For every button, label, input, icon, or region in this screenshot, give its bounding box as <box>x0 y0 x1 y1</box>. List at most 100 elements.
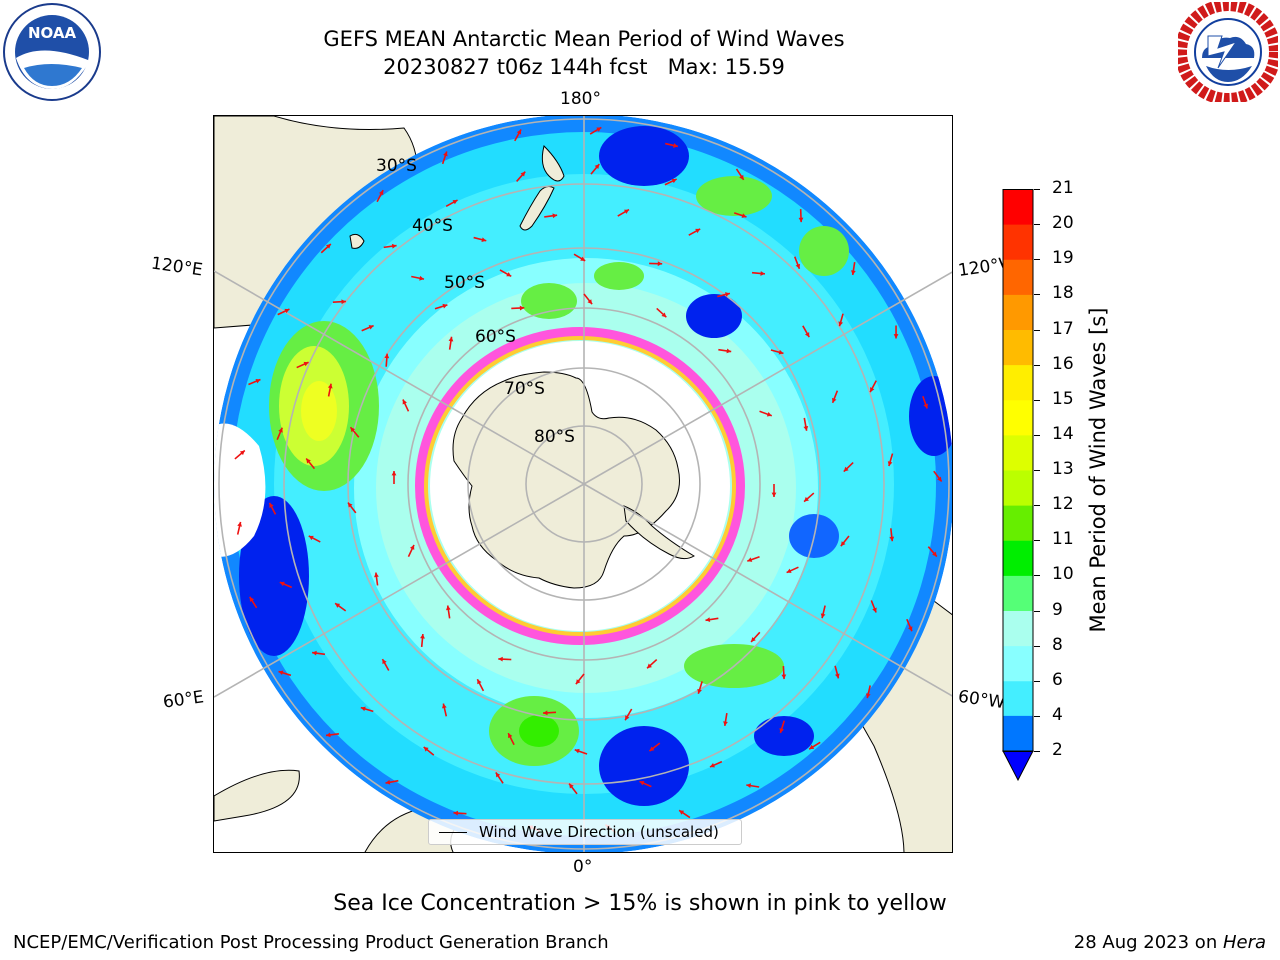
colorbar-tick-label: 17 <box>1052 318 1074 339</box>
lat-label-70s: 70°S <box>504 379 545 399</box>
lat-label-60s: 60°S <box>475 327 516 347</box>
colorbar-segment <box>1003 364 1033 401</box>
colorbar-segment <box>1003 189 1033 225</box>
wave-arrow-head <box>751 637 756 642</box>
wave-arrow-head <box>907 626 913 632</box>
colorbar-frame <box>1002 189 1034 752</box>
colorbar-tick-label: 12 <box>1052 494 1074 515</box>
footer-machine: Hera <box>1222 932 1266 953</box>
wave-arrow-head <box>779 728 785 734</box>
footer-date-text: 28 Aug 2023 on <box>1073 932 1223 953</box>
wave-arrow-head <box>803 425 809 431</box>
wave-arrow-head <box>760 271 765 276</box>
wave-arrow-head <box>360 706 366 712</box>
lat-label-80s: 80°S <box>534 427 575 447</box>
colorbar-segment <box>1003 505 1033 541</box>
colorbar-tick-label: 21 <box>1052 178 1074 198</box>
footer-branch: NCEP/EMC/Verification Post Processing Pr… <box>13 932 609 953</box>
wave-arrow-head <box>937 476 942 482</box>
colorbar-segment <box>1003 575 1033 611</box>
wave-arrow-head <box>639 780 645 786</box>
colorbar-segment <box>1003 715 1033 751</box>
meridians <box>214 116 952 852</box>
colorbar-scale <box>1002 189 1034 782</box>
colorbar-tick-label: 18 <box>1052 283 1074 304</box>
colorbar-segment <box>1003 294 1033 330</box>
wave-arrow-head <box>279 581 285 587</box>
colorbar-tick-mark <box>1034 224 1040 226</box>
colorbar-tick-label: 4 <box>1052 704 1063 725</box>
colorbar <box>1002 189 1034 782</box>
wave-arrow-head <box>838 321 844 327</box>
wave-arrow-head <box>402 399 407 405</box>
wave-arrow-head <box>312 650 317 656</box>
wave-arrow-head <box>347 502 353 508</box>
wave-arrow-head <box>374 572 379 578</box>
wave-arrow-head <box>575 679 581 685</box>
wave-arrow-head <box>870 387 875 393</box>
colorbar-tick-label: 16 <box>1052 353 1074 374</box>
wave-arrow-head <box>335 603 341 608</box>
noaa-logo: NOAA <box>2 2 102 102</box>
wave-arrow-head <box>453 810 459 816</box>
lat-label-50s: 50°S <box>444 273 485 293</box>
lat-label-30s: 30°S <box>376 156 417 176</box>
wave-arrow-head <box>695 228 701 234</box>
colorbar-tick-label: 15 <box>1052 388 1074 409</box>
wave-arrow-head <box>596 127 602 132</box>
wave-arrow-head <box>382 659 387 665</box>
colorbar-segment <box>1003 224 1033 260</box>
lon-label-120e: 120°E <box>149 253 204 281</box>
colorbar-tick-label: 8 <box>1052 634 1063 655</box>
wave-arrow-head <box>391 471 397 476</box>
colorbar-segment <box>1003 540 1033 576</box>
noaa-logo-icon: NOAA <box>3 3 101 101</box>
wave-arrow-head <box>249 596 255 602</box>
wave-arrow-head <box>423 747 429 752</box>
lon-label-60w: 60°W <box>956 686 1007 714</box>
wave-arrow-head <box>278 670 284 676</box>
legend-line-icon <box>439 832 467 833</box>
lon-label-0: 0° <box>573 857 593 877</box>
wave-arrow-head <box>448 336 454 342</box>
wave-arrow-head <box>741 213 747 218</box>
colorbar-tick-mark <box>1034 329 1040 331</box>
colorbar-tick-label: 13 <box>1052 459 1074 479</box>
sea-ice-caption: Sea Ice Concentration > 15% is shown in … <box>333 891 947 916</box>
wave-arrow-head <box>831 397 837 403</box>
wave-arrow-head <box>726 348 732 354</box>
wave-arrow-head <box>269 502 274 508</box>
wave-arrow-head <box>834 673 840 679</box>
colorbar-segment <box>1003 259 1033 295</box>
wave-arrow-head <box>409 544 415 550</box>
wave-arrow-head <box>778 349 784 355</box>
wave-arrow-head <box>671 178 677 184</box>
colorbar-tick-mark <box>1034 470 1040 471</box>
wave-arrow-head <box>705 617 711 622</box>
colorbar-tick-label: 19 <box>1052 248 1074 269</box>
lon-label-180: 180° <box>560 89 601 109</box>
wave-arrow-head <box>865 693 871 699</box>
wave-arrow-head <box>495 772 501 778</box>
colorbar-tick-mark <box>1034 575 1040 577</box>
wave-arrow-head <box>624 209 630 214</box>
wave-arrow-head <box>384 353 390 359</box>
wave-arrow-head <box>771 492 777 497</box>
colorbar-tick-mark <box>1034 294 1040 296</box>
colorbar-tick-mark <box>1034 434 1040 436</box>
wave-arrow-head <box>580 256 586 261</box>
nws-logo-icon <box>1175 0 1280 105</box>
colorbar-tick-mark <box>1034 259 1040 261</box>
wave-arrow-head <box>647 663 652 669</box>
wave-arrow-head <box>574 748 580 754</box>
wave-arrow-head <box>520 171 526 177</box>
colorbar-extend-arrow <box>1002 750 1034 782</box>
wave-arrow-head <box>786 568 792 573</box>
colorbar-tick-mark <box>1034 505 1040 507</box>
colorbar-tick-label: 11 <box>1052 529 1074 550</box>
colorbar-tick-mark <box>1034 645 1040 647</box>
wave-arrow-head <box>255 378 261 384</box>
colorbar-tick-label: 9 <box>1052 599 1063 620</box>
wave-arrow-head <box>820 613 826 619</box>
wave-arrow-head <box>442 303 448 309</box>
